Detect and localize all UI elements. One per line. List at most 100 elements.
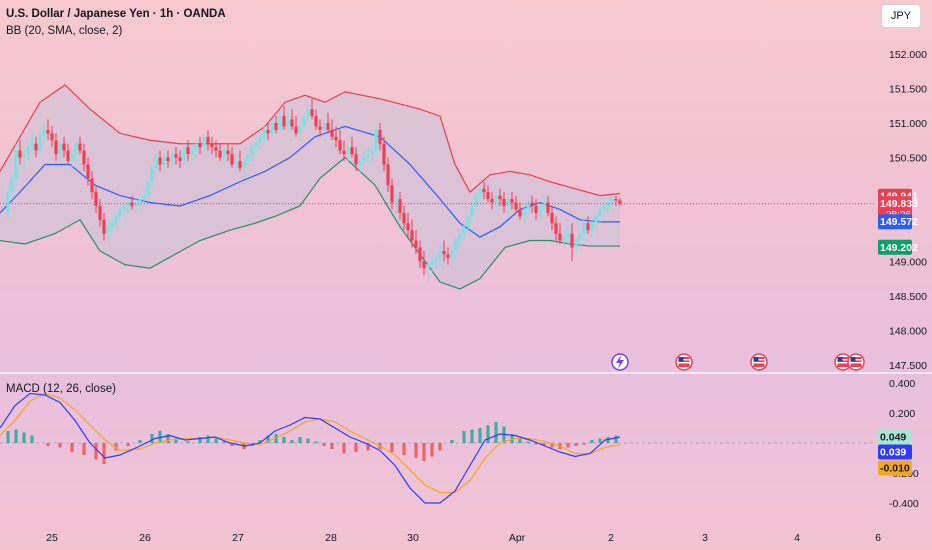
candle-body [594,216,598,224]
candle-body [278,116,282,130]
candle [190,143,194,162]
candle-body [490,199,494,203]
candle-body [130,202,134,206]
x-axis-tick-label: 28 [325,532,337,544]
candle [230,147,234,168]
candle-body [506,199,510,206]
candle [522,205,526,224]
candle-body [262,129,266,137]
bb-indicator-label[interactable]: BB (20, SMA, close, 2) [6,25,123,37]
candle-body [74,143,78,155]
candle [534,199,538,220]
candle-body [378,129,382,144]
candle [274,116,278,134]
y-axis-tick-label: 148.500 [889,291,927,303]
candle-body [562,237,566,241]
candle [430,257,434,272]
candle-body [66,150,70,162]
candle [382,136,386,172]
candle [294,116,298,137]
candle [18,140,22,165]
candle [526,199,530,217]
candle [130,195,134,210]
candle [386,157,390,193]
candle-body [554,223,558,234]
macd-value-tag [878,460,912,476]
candle-body [394,199,398,203]
price-tag [878,214,912,230]
macd-histogram-bar [46,443,50,446]
candle [546,195,550,217]
candle [302,112,306,130]
candle-body [586,223,590,231]
macd-histogram-bar [422,443,426,461]
bollinger-lower-line [0,156,620,290]
candle [110,216,114,234]
price-tag-label: 149.202 [880,242,918,254]
macd-histogram-bar [574,443,578,446]
macd-value-tag-label: -0.010 [880,463,910,475]
y-axis-tick-label: 150.500 [889,153,927,165]
bollinger-upper-line [0,84,621,197]
candle [306,105,310,123]
candle-body [546,202,550,213]
us-flag-icon [675,353,693,371]
candle-body [298,126,302,134]
candle-body [446,254,450,258]
y-axis-tick-label: 148.000 [889,325,927,337]
candle-body [82,150,86,165]
candle [362,150,366,168]
candle [222,147,226,165]
candle [326,112,330,134]
macd-value-tag-label: 0.049 [880,432,906,444]
macd-line [0,392,621,504]
candle-body [522,209,526,217]
candle-body [274,122,278,130]
candle [482,181,486,200]
candle [322,119,326,134]
candle-body [318,126,322,130]
candle-body [306,109,310,117]
candle [478,185,482,203]
candle [394,192,398,213]
candle [162,154,166,172]
us-flag-icon-canton [753,357,759,362]
candle [410,219,414,248]
macd-histogram-bar [230,443,234,446]
candle-body [470,205,474,217]
us-flag-icon-stripe [837,359,849,361]
currency-button[interactable]: JPY [881,4,921,28]
candle-body [70,154,74,162]
candle [114,212,118,231]
candle-body [190,150,194,155]
candle-body [434,257,438,262]
macd-histogram-bar [470,429,474,443]
candle-body [334,136,338,141]
candle-body [282,116,286,127]
candle [170,150,174,168]
candle [154,154,158,175]
candle [286,112,290,134]
candle [210,136,214,155]
candle [414,230,418,255]
candle-body [230,154,234,165]
candle [574,237,578,255]
macd-indicator-label[interactable]: MACD (12, 26, close) [6,383,116,395]
candle [74,140,78,162]
candle-body [582,223,586,234]
candle-body [474,195,478,206]
lightning-icon-glyph [616,355,624,369]
macd-value-tag [878,429,912,445]
y-axis-tick-label: 152.000 [889,49,927,61]
macd-histogram-bar [298,437,302,443]
macd-value-tag-label: 0.039 [880,447,906,459]
candle-body [102,219,106,234]
candle-body [142,195,146,200]
candle-body [258,136,262,144]
candle-body [150,167,154,182]
macd-histogram-bar [198,437,202,443]
candle-body [602,205,606,210]
x-axis-tick-label: 2 [608,532,614,544]
us-flag-icon-stripe [753,362,765,364]
